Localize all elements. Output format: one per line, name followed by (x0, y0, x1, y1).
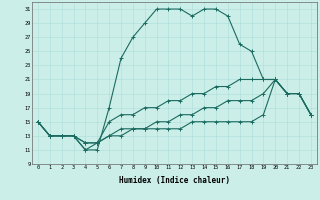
X-axis label: Humidex (Indice chaleur): Humidex (Indice chaleur) (119, 176, 230, 185)
